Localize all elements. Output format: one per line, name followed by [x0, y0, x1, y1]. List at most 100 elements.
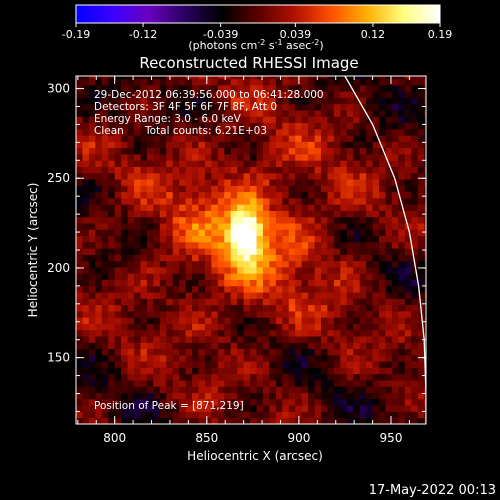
heatmap-cell — [230, 179, 238, 186]
heatmap-cell — [417, 179, 425, 186]
heatmap-cell — [127, 310, 135, 318]
heatmap-cell — [114, 417, 122, 424]
heatmap-cell — [340, 223, 348, 230]
heatmap-cell — [146, 185, 154, 193]
heatmap-cell — [321, 380, 328, 387]
heatmap-cell — [385, 411, 393, 419]
heatmap-cell — [217, 78, 225, 86]
heatmap-cell — [121, 160, 128, 167]
heatmap-cell — [211, 279, 219, 287]
heatmap-cell — [82, 329, 90, 337]
heatmap-cell — [372, 417, 380, 424]
heatmap-cell — [237, 386, 245, 394]
heatmap-cell — [398, 191, 406, 199]
heatmap-cell — [269, 147, 277, 155]
heatmap-cell — [295, 122, 303, 130]
heatmap-cell — [262, 373, 270, 381]
heatmap-cell — [95, 154, 103, 161]
heatmap-cell — [204, 141, 212, 149]
heatmap-cell — [366, 179, 373, 186]
heatmap-cell — [166, 147, 174, 155]
heatmap-cell — [333, 285, 341, 293]
heatmap-cell — [127, 323, 135, 331]
heatmap-cell — [346, 154, 354, 161]
heatmap-cell — [391, 398, 399, 406]
heatmap-cell — [192, 147, 199, 155]
heatmap-cell — [114, 279, 122, 287]
heatmap-cell — [153, 348, 161, 356]
heatmap-cell — [172, 235, 180, 243]
heatmap-cell — [417, 405, 425, 412]
heatmap-cell — [166, 405, 174, 412]
heatmap-cell — [372, 367, 380, 375]
heatmap-cell — [256, 78, 264, 86]
heatmap-cell — [88, 310, 96, 318]
heatmap-cell — [359, 154, 367, 161]
heatmap-cell — [256, 298, 264, 306]
heatmap-cell — [166, 380, 174, 387]
heatmap-cell — [243, 154, 251, 161]
heatmap-cell — [179, 336, 187, 343]
heatmap-cell — [372, 185, 380, 193]
heatmap-cell — [353, 361, 361, 368]
heatmap-cell — [359, 380, 367, 387]
heatmap-cell — [301, 405, 309, 412]
heatmap-cell — [333, 84, 341, 92]
heatmap-cell — [308, 342, 315, 350]
y-tick-label: 150 — [47, 351, 70, 365]
heatmap-cell — [314, 235, 322, 243]
heatmap-cell — [411, 235, 419, 243]
heatmap-cell — [82, 185, 90, 193]
heatmap-cell — [159, 166, 167, 174]
heatmap-cell — [308, 210, 315, 218]
heatmap-cell — [359, 110, 367, 117]
heatmap-cell — [250, 329, 257, 337]
heatmap-cell — [262, 348, 270, 356]
heatmap-cell — [424, 304, 426, 312]
heatmap-cell — [166, 323, 174, 331]
heatmap-cell — [108, 191, 116, 199]
heatmap-cell — [153, 135, 161, 142]
heatmap-cell — [411, 367, 419, 375]
heatmap-cell — [153, 160, 161, 167]
heatmap-cell — [217, 398, 225, 406]
heatmap-cell — [198, 310, 206, 318]
heatmap-cell — [379, 122, 386, 130]
heatmap-cell — [153, 304, 161, 312]
heatmap-cell — [76, 348, 83, 356]
heatmap-cell — [256, 398, 264, 406]
heatmap-cell — [82, 91, 90, 98]
heatmap-cell — [314, 273, 322, 280]
heatmap-cell — [269, 179, 277, 186]
heatmap-cell — [391, 97, 399, 105]
heatmap-cell — [424, 179, 426, 186]
heatmap-cell — [301, 417, 309, 424]
heatmap-cell — [346, 141, 354, 149]
heatmap-cell — [224, 141, 232, 149]
heatmap-cell — [275, 147, 283, 155]
heatmap-cell — [217, 386, 225, 394]
heatmap-cell — [243, 97, 251, 105]
heatmap-cell — [101, 128, 109, 136]
heatmap-cell — [404, 304, 412, 312]
heatmap-cell — [211, 354, 219, 362]
heatmap-cell — [340, 380, 348, 387]
heatmap-cell — [275, 386, 283, 394]
heatmap-cell — [366, 172, 373, 180]
heatmap-cell — [172, 179, 180, 186]
heatmap-cell — [256, 329, 264, 337]
heatmap-cell — [114, 229, 122, 237]
heatmap-cell — [224, 285, 232, 293]
heatmap-cell — [88, 76, 96, 80]
heatmap-cell — [372, 267, 380, 274]
heatmap-cell — [411, 116, 419, 124]
heatmap-cell — [82, 141, 90, 149]
heatmap-cell — [88, 273, 96, 280]
heatmap-cell — [153, 197, 161, 205]
heatmap-cell — [385, 172, 393, 180]
heatmap-cell — [134, 329, 141, 337]
heatmap-cell — [172, 398, 180, 406]
heatmap-cell — [166, 179, 174, 186]
heatmap-cell — [269, 197, 277, 205]
heatmap-cell — [172, 304, 180, 312]
